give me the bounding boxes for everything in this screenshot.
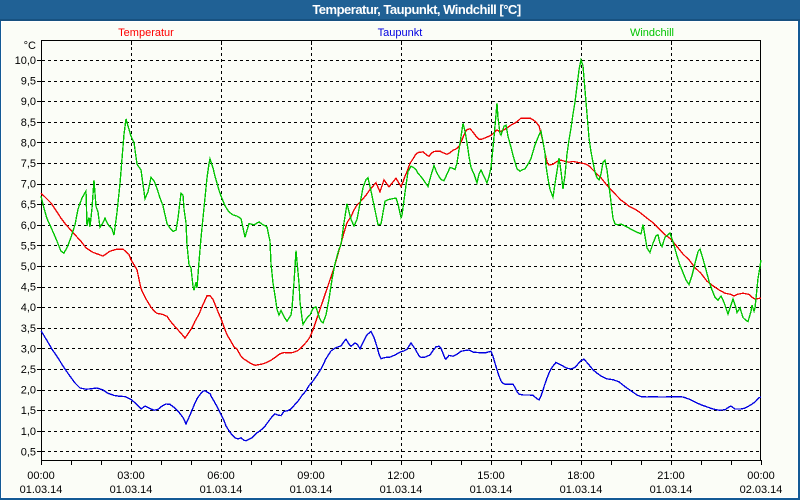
svg-text:6,5: 6,5 bbox=[21, 199, 36, 211]
svg-text:9,0: 9,0 bbox=[21, 96, 36, 108]
svg-text:1,5: 1,5 bbox=[21, 405, 36, 417]
svg-text:01.03.14: 01.03.14 bbox=[290, 484, 333, 496]
svg-text:03:00: 03:00 bbox=[117, 470, 145, 482]
svg-text:°C: °C bbox=[24, 40, 36, 52]
svg-text:6,0: 6,0 bbox=[21, 220, 36, 232]
svg-text:Temperatur, Taupunkt, Windchil: Temperatur, Taupunkt, Windchill [°C] bbox=[312, 2, 520, 17]
svg-text:3,0: 3,0 bbox=[21, 343, 36, 355]
svg-text:09:00: 09:00 bbox=[297, 470, 325, 482]
svg-text:15:00: 15:00 bbox=[477, 470, 505, 482]
svg-text:01.03.14: 01.03.14 bbox=[560, 484, 603, 496]
svg-text:5,5: 5,5 bbox=[21, 240, 36, 252]
svg-text:02.03.14: 02.03.14 bbox=[740, 484, 783, 496]
svg-text:18:00: 18:00 bbox=[567, 470, 595, 482]
svg-text:00:00: 00:00 bbox=[747, 470, 775, 482]
svg-text:7,0: 7,0 bbox=[21, 179, 36, 191]
svg-text:5,0: 5,0 bbox=[21, 261, 36, 273]
svg-text:3,5: 3,5 bbox=[21, 323, 36, 335]
svg-text:01.03.14: 01.03.14 bbox=[110, 484, 153, 496]
svg-text:2,0: 2,0 bbox=[21, 385, 36, 397]
svg-text:Temperatur: Temperatur bbox=[118, 27, 174, 39]
svg-text:4,0: 4,0 bbox=[21, 302, 36, 314]
svg-text:0,5: 0,5 bbox=[21, 446, 36, 458]
svg-text:10,0: 10,0 bbox=[15, 55, 36, 67]
svg-text:1,0: 1,0 bbox=[21, 426, 36, 438]
svg-text:2,5: 2,5 bbox=[21, 364, 36, 376]
svg-text:01.03.14: 01.03.14 bbox=[380, 484, 423, 496]
svg-text:00:00: 00:00 bbox=[27, 470, 55, 482]
svg-text:01.03.14: 01.03.14 bbox=[20, 484, 63, 496]
svg-text:01.03.14: 01.03.14 bbox=[650, 484, 693, 496]
svg-text:01.03.14: 01.03.14 bbox=[470, 484, 513, 496]
svg-text:7,5: 7,5 bbox=[21, 158, 36, 170]
svg-text:06:00: 06:00 bbox=[207, 470, 235, 482]
svg-text:01.03.14: 01.03.14 bbox=[200, 484, 243, 496]
svg-text:9,5: 9,5 bbox=[21, 76, 36, 88]
svg-text:8,5: 8,5 bbox=[21, 117, 36, 129]
svg-text:21:00: 21:00 bbox=[657, 470, 685, 482]
svg-text:Windchill: Windchill bbox=[630, 27, 674, 39]
svg-text:4,5: 4,5 bbox=[21, 282, 36, 294]
svg-text:12:00: 12:00 bbox=[387, 470, 415, 482]
svg-text:8,0: 8,0 bbox=[21, 137, 36, 149]
svg-text:Taupunkt: Taupunkt bbox=[378, 27, 423, 39]
